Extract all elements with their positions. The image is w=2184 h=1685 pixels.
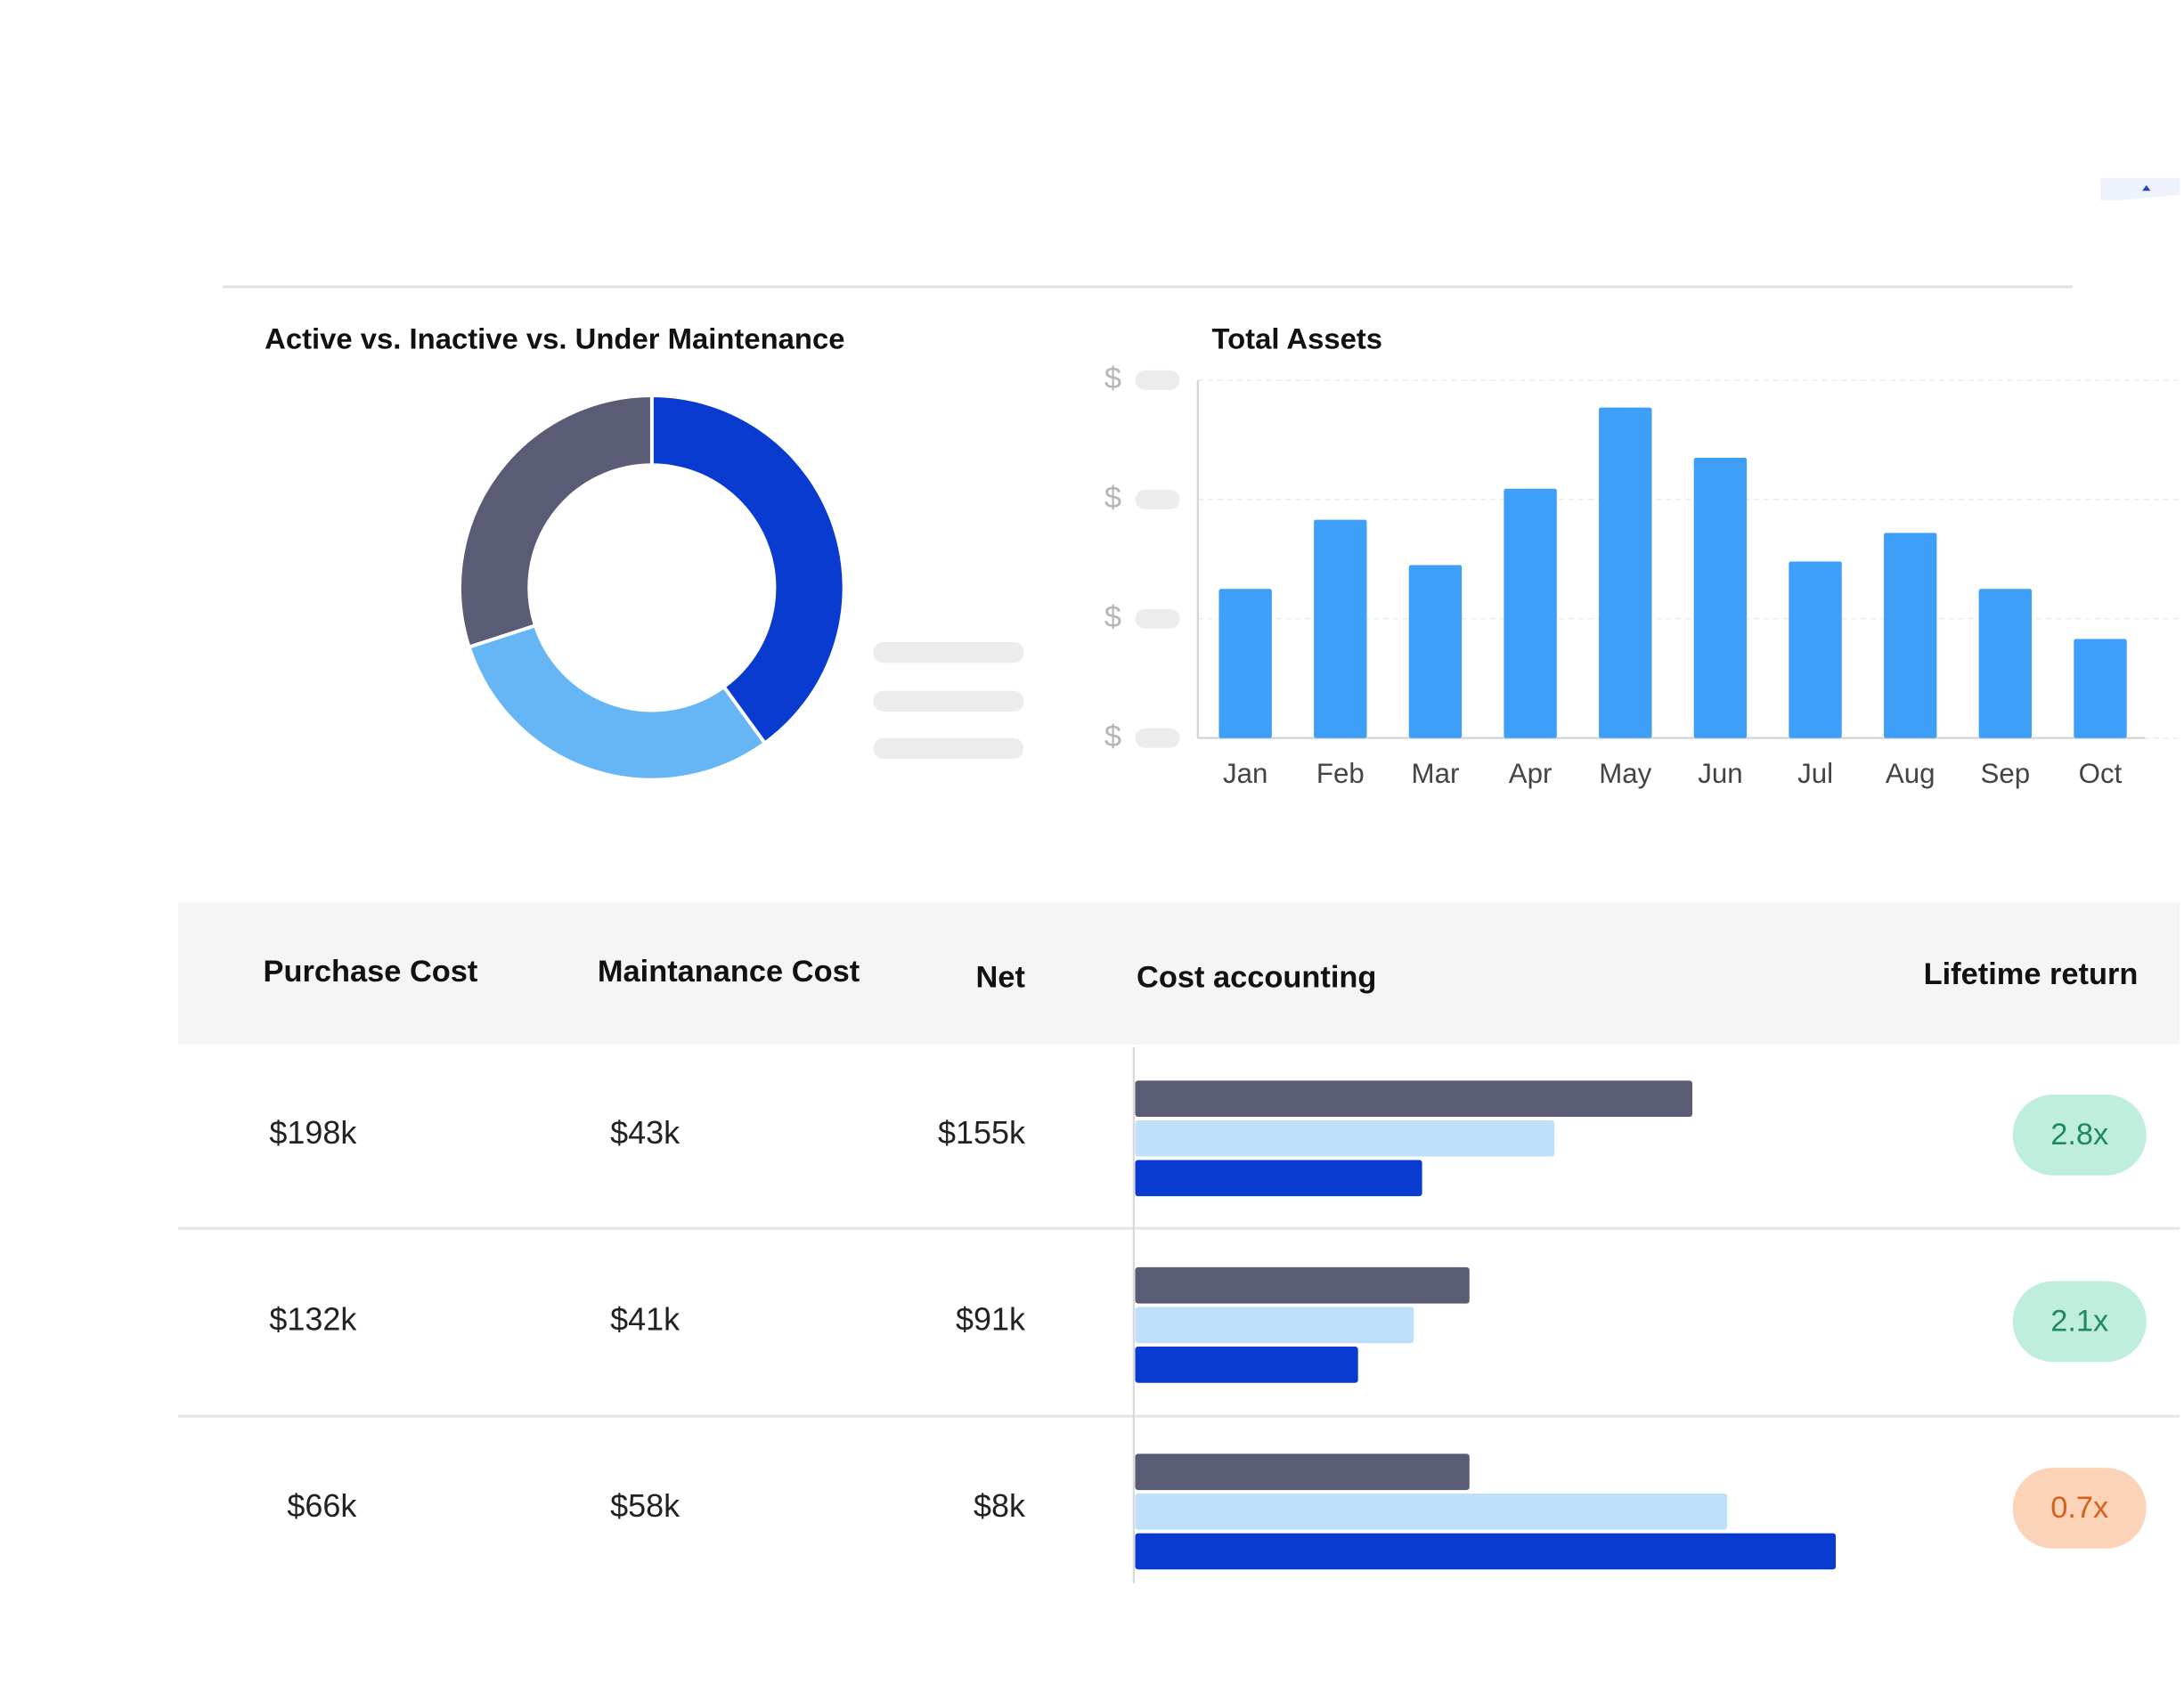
- x-tick-label: Apr: [1509, 758, 1552, 789]
- table-cell: $41k: [610, 1300, 680, 1337]
- y-tick-placeholder: [1135, 489, 1180, 509]
- lifetime-return: 0.7x: [2050, 1491, 2108, 1525]
- x-tick-label: Jun: [1698, 758, 1742, 789]
- return-pill: [2012, 1281, 2147, 1363]
- table-cell: $58k: [610, 1487, 680, 1524]
- y-tick-placeholder: [1135, 728, 1180, 748]
- cost-bar: [1135, 1080, 1692, 1118]
- bar: [1599, 407, 1652, 738]
- table-cell: $132k: [269, 1300, 357, 1337]
- bar: [1978, 589, 2033, 738]
- y-tick-label: $: [1104, 362, 1121, 395]
- legend-placeholder: [873, 690, 1024, 712]
- x-tick-label: Mar: [1412, 758, 1460, 789]
- return-pill: [2012, 1095, 2147, 1176]
- x-tick-label: Aug: [1886, 758, 1935, 789]
- column-header: Purchase Cost: [264, 955, 478, 989]
- table-cell: $198k: [269, 1114, 357, 1151]
- bar: [1218, 589, 1272, 738]
- bar: [1884, 533, 1937, 738]
- y-tick-label: $: [1104, 720, 1121, 753]
- y-tick-label: $: [1104, 600, 1121, 634]
- cost-bar: [1135, 1306, 1414, 1344]
- legend-placeholder: [873, 641, 1024, 663]
- chart-title: Active vs. Inactive vs. Under Maintenanc…: [265, 322, 844, 355]
- x-tick-label: Feb: [1316, 758, 1365, 789]
- table-cell: $66k: [287, 1487, 357, 1524]
- x-tick-label: Jul: [1797, 758, 1833, 789]
- column-header: Net: [976, 960, 1026, 994]
- corner-widget: [2100, 178, 2180, 201]
- y-tick-label: $: [1104, 481, 1121, 515]
- x-tick-label: Oct: [2079, 758, 2123, 789]
- bar: [1314, 519, 1367, 738]
- donut-segment: [458, 394, 654, 649]
- column-header: Cost accounting: [1137, 960, 1376, 994]
- donut-segment: [467, 623, 768, 782]
- bar: [1789, 561, 1842, 738]
- cost-bar: [1135, 1160, 1422, 1197]
- cost-bar: [1135, 1453, 1470, 1491]
- table-cell: $91k: [956, 1300, 1026, 1337]
- bar: [1504, 488, 1557, 738]
- y-tick-placeholder: [1135, 608, 1180, 629]
- table-cell: $8k: [974, 1487, 1026, 1524]
- lifetime-return: 2.8x: [2050, 1118, 2108, 1152]
- legend-placeholder: [873, 737, 1024, 760]
- table-header-band: [178, 902, 2180, 1045]
- donut-segment: [649, 394, 846, 746]
- column-header: Lifetime return: [1924, 957, 2139, 991]
- cost-bar: [1135, 1494, 1728, 1530]
- table-cell: $155k: [938, 1114, 1026, 1151]
- table-cell: $43k: [610, 1114, 680, 1151]
- cost-bar: [1135, 1119, 1555, 1157]
- bar: [2074, 639, 2127, 738]
- x-tick-label: Sep: [1981, 758, 2031, 789]
- bar: [1408, 565, 1463, 738]
- cost-bar: [1135, 1347, 1358, 1383]
- x-tick-label: Jan: [1223, 758, 1267, 789]
- corner-icon: [2142, 184, 2151, 191]
- cost-bar: [1135, 1266, 1470, 1304]
- cost-bar: [1135, 1533, 1837, 1570]
- bar: [1693, 457, 1748, 738]
- return-pill: [2012, 1468, 2147, 1549]
- y-tick-placeholder: [1135, 370, 1180, 390]
- x-tick-label: May: [1599, 758, 1651, 789]
- column-header: Maintanance Cost: [598, 955, 860, 989]
- lifetime-return: 2.1x: [2050, 1305, 2108, 1339]
- chart-title: Total Assets: [1211, 322, 1382, 355]
